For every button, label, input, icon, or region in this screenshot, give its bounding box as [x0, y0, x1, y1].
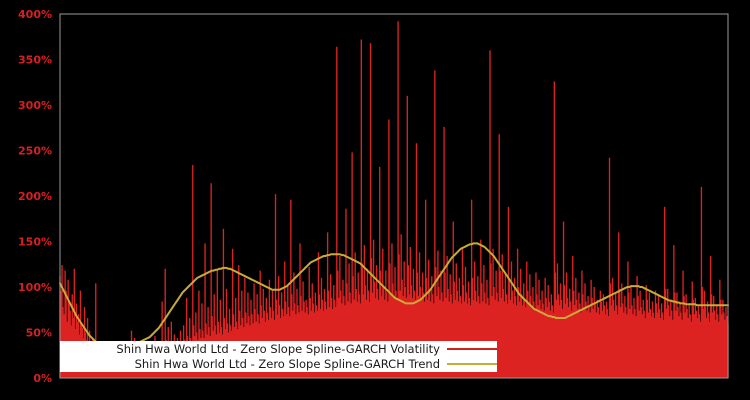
series-trend	[59, 242, 729, 352]
y-tick-label: 100%	[18, 281, 52, 294]
y-tick-label: 250%	[18, 145, 52, 158]
y-tick-label: 300%	[18, 99, 52, 112]
plot-area	[59, 13, 729, 379]
legend-swatch-trend	[447, 363, 497, 365]
y-tick-label: 350%	[18, 54, 52, 67]
legend-item-volatility: Shin Hwa World Ltd - Zero Slope Spline-G…	[60, 342, 497, 357]
y-tick-label: 0%	[33, 372, 52, 385]
y-tick-label: 50%	[26, 327, 52, 340]
y-tick-label: 400%	[18, 8, 52, 21]
legend-label-trend: Shin Hwa World Ltd - Zero Slope Spline-G…	[134, 357, 440, 371]
legend-label-volatility: Shin Hwa World Ltd - Zero Slope Spline-G…	[116, 342, 440, 356]
legend-item-trend: Shin Hwa World Ltd - Zero Slope Spline-G…	[60, 357, 497, 372]
plot-frame	[59, 13, 729, 379]
legend-swatch-volatility	[447, 348, 497, 350]
y-axis-tick-labels: 0% 50% 100% 150% 200% 250% 300% 350% 400%	[18, 8, 52, 385]
y-tick-label: 200%	[18, 190, 52, 203]
y-tick-label: 150%	[18, 236, 52, 249]
chart-legend: Shin Hwa World Ltd - Zero Slope Spline-G…	[60, 341, 497, 372]
